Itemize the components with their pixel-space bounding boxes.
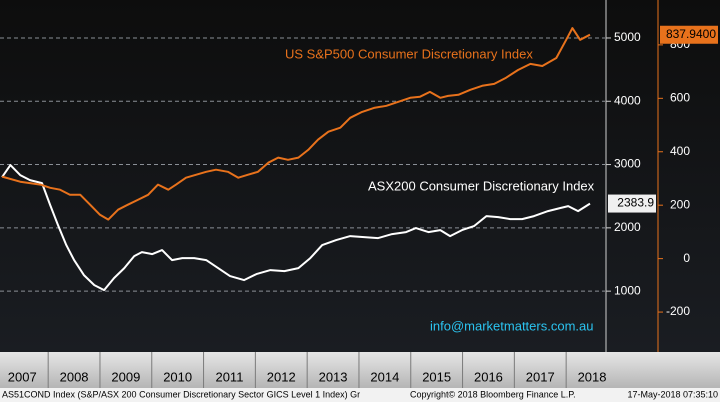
series-label: US S&P500 Consumer Discretionary Index: [285, 46, 533, 61]
plot-background: [0, 0, 720, 352]
x-tick-label: 2018: [578, 369, 607, 384]
series-line: [1, 164, 591, 292]
y2-tick-label: 400: [670, 144, 690, 158]
x-tick-label: 2011: [215, 369, 243, 384]
last-value-box: [660, 25, 718, 44]
footer-timestamp: 17-May-2018 07:35:10: [627, 389, 718, 399]
last-value-label: 2383.9: [617, 196, 654, 210]
x-tick-label: 2010: [163, 369, 192, 384]
x-axis-band: [0, 352, 720, 388]
y-tick-label: 2000: [614, 220, 641, 234]
y2-tick-label: 600: [670, 90, 690, 104]
x-tick-label: 2009: [111, 369, 140, 384]
y-tick-label: 1000: [614, 283, 641, 297]
y2-tick-label: 0: [683, 251, 690, 265]
x-tick-label: 2017: [526, 369, 555, 384]
x-tick-label: 2014: [370, 369, 399, 384]
series-label: ASX200 Consumer Discretionary Index: [368, 178, 595, 193]
y2-tick-label: -200: [666, 304, 690, 318]
last-value-label: 837.9400: [666, 27, 716, 41]
footer-index: AS51COND Index (S&P/ASX 200 Consumer Dis…: [2, 389, 360, 399]
x-tick-label: 2008: [60, 369, 89, 384]
y-tick-label: 3000: [614, 157, 641, 171]
footer-band: [0, 388, 720, 402]
x-tick-label: 2012: [267, 369, 296, 384]
y-tick-label: 4000: [614, 93, 641, 107]
y-tick-label: 5000: [614, 30, 641, 44]
x-tick-label: 2007: [8, 369, 37, 384]
series-line: [1, 27, 591, 221]
x-tick-label: 2016: [474, 369, 503, 384]
y2-tick-label: 200: [670, 197, 690, 211]
footer-copyright: Copyright© 2018 Bloomberg Finance L.P.: [410, 389, 576, 399]
last-value-box: [608, 194, 656, 213]
watermark: info@marketmatters.com.au: [430, 318, 593, 333]
x-tick-label: 2013: [319, 369, 348, 384]
x-tick-label: 2015: [422, 369, 451, 384]
